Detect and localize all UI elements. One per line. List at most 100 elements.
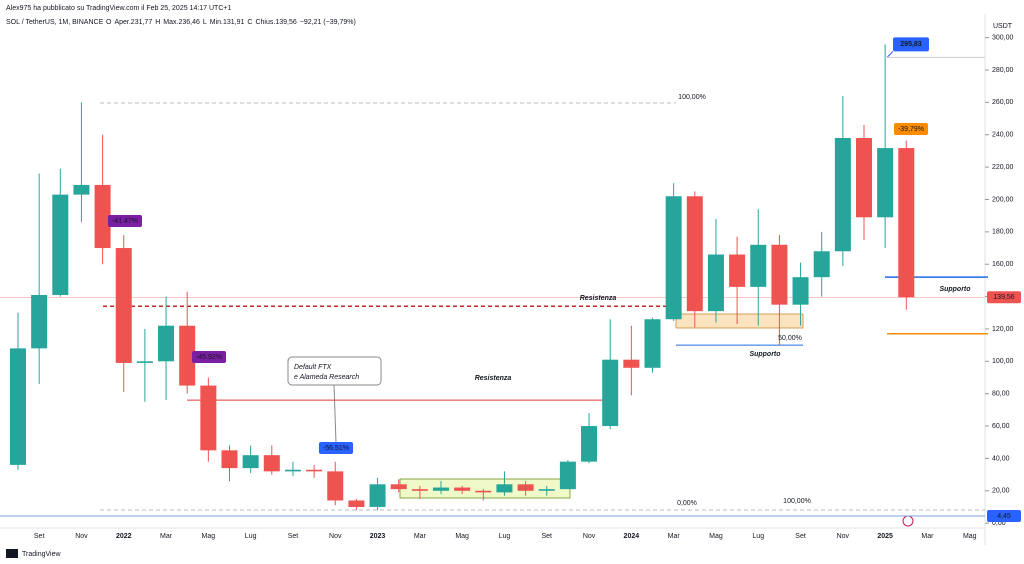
candle-body [771,244,788,305]
annotation: Resistenza [475,375,512,382]
x-tick-label: Mag [202,533,216,540]
candle-body [10,348,26,465]
annotation: 0,00% [677,500,697,507]
y-tick-label: 260,00 [992,99,1014,106]
annotation: -45.92% [196,354,222,361]
price-label: 295,83 [900,41,922,48]
x-tick-label: Nov [75,533,88,540]
ohlc-text: Aper.231,77 [114,19,152,26]
candle-body [623,359,640,368]
candle-body [390,484,407,490]
candle-body [538,489,555,491]
x-tick-label: 2023 [370,533,386,540]
ohlc-text: −92,21 (−39,79%) [300,19,356,26]
candle-body [475,490,492,493]
candle-body [52,194,69,295]
candle-body [242,455,259,469]
x-tick-label: Set [34,533,45,540]
candle-body [348,500,365,507]
annotation-bg [192,351,226,363]
x-tick-label: Set [288,533,299,540]
x-tick-label: Nov [837,533,850,540]
candle-body [707,254,724,312]
candle-body [644,319,661,368]
candle-body [221,450,238,469]
x-tick-label: Lug [245,533,257,540]
y-tick-label: 240,00 [992,132,1014,139]
symbol: SOL / TetherUS, 1M, BINANCE [6,19,104,26]
y-tick-label: 40,00 [992,455,1010,462]
annotation: 50,00% [778,335,802,342]
x-tick-label: Mag [963,533,977,540]
candle-body [877,148,894,218]
x-tick-label: Mag [455,533,469,540]
price-label: 4,45 [997,513,1011,520]
y-tick-label: 60,00 [992,423,1010,430]
candle-body [581,426,598,462]
x-tick-label: Set [541,533,552,540]
ohlc-text: Max.236,46 [163,19,200,26]
y-tick-label: 80,00 [992,391,1010,398]
annotation: Supporto [939,286,971,293]
range-box [675,313,804,329]
ohlc-text: O [106,19,112,26]
annotation: -39,79% [898,126,924,133]
pointer [886,51,894,58]
candle-body [496,484,513,493]
candle-body [369,484,386,507]
x-tick-label: Mar [921,533,934,540]
annotation-bg [319,442,353,454]
candle-body [517,484,534,491]
price-label-bg [987,291,1021,304]
y-tick-label: 100,00 [992,358,1014,365]
unit: USDT [993,23,1013,30]
annotation: Resistenza [580,295,617,302]
candle-body [327,471,344,501]
candle-body [898,148,915,298]
candle-body [813,251,830,278]
callout-pointer [333,384,337,444]
x-tick-label: Set [795,533,806,540]
y-tick-label: 300,00 [992,34,1014,41]
y-tick-label: 220,00 [992,164,1014,171]
ohlc-text: Chius.139,56 [255,19,296,26]
x-tick-label: 2022 [116,533,132,540]
candle-body [136,361,153,363]
candle-body [284,469,301,472]
brand-logo [6,549,18,558]
candle-body [306,469,323,472]
x-tick-label: Mar [414,533,427,540]
candle-body [792,277,809,305]
annotation: e Alameda Research [294,374,359,381]
candle-body [158,325,175,362]
x-tick-label: Mar [160,533,173,540]
candle-body [750,244,767,287]
ohlc-text: C [247,19,252,26]
candle-body [263,455,280,472]
ohlc-text: L [203,19,207,26]
annotation: 100,00% [678,94,706,101]
candle-body [433,487,449,491]
candle-body [602,359,619,427]
candle-body [31,294,48,349]
x-tick-label: Nov [583,533,596,540]
ohlc-text: Min.131,91 [210,19,245,26]
x-tick-label: 2024 [624,533,640,540]
ohlc-text: H [155,19,160,26]
candle-body [559,461,576,490]
candle-body [454,487,471,491]
price-label: 139,56 [993,294,1015,301]
x-tick-label: Lug [752,533,764,540]
y-tick-label: 0,00 [992,520,1006,527]
candle-body [834,137,851,252]
candle-body [411,489,428,491]
y-tick-label: 180,00 [992,229,1014,236]
x-tick-label: Lug [499,533,511,540]
header: Alex975 ha pubblicato su TradingView.com… [6,5,231,12]
candle-body [729,254,746,287]
x-tick-label: Nov [329,533,342,540]
candle-body [665,196,682,320]
y-tick-label: 160,00 [992,261,1014,268]
